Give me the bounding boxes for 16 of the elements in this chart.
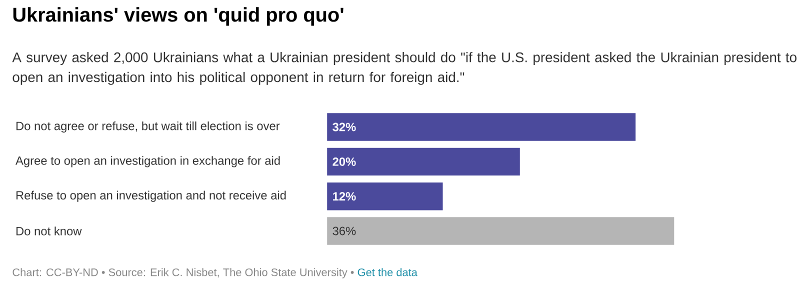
text: Chart: CC-BY-ND • Source: Erik C. Nisbet, The Ohio State University • [12,268,354,278]
bar [327,148,520,176]
text: Get the data [358,268,418,276]
data-label: 20% [332,157,356,166]
data-label: 32% [332,122,356,132]
y-tick-label: Agree to open an investigation in exchange for aid [16,156,280,168]
data-label: 36% [332,226,356,236]
y-tick-label: Refuse to open an investigation and not receive aid [16,190,286,202]
y-tick-label: Do not agree or refuse, but wait till election is over [16,121,280,133]
bar [327,182,443,210]
chart-subtitle: A survey asked 2,000 Ukrainians what a Ukrainian president should do "if the U.S. president asked the Ukrainian president to open an investigation into his political opponent in return for foreign aid." [12,52,796,85]
bar [327,217,674,245]
bar [327,113,636,141]
y-tick-label: Do not know [16,226,82,236]
data-label: 12% [333,192,356,200]
chart-title: Ukrainians' views on 'quid pro quo' [13,7,344,26]
